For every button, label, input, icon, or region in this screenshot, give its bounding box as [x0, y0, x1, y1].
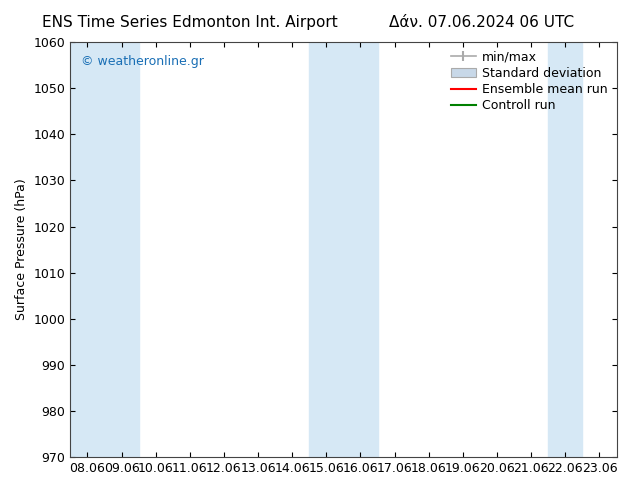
Bar [105, 42, 139, 457]
Y-axis label: Surface Pressure (hPa): Surface Pressure (hPa) [15, 179, 28, 320]
Bar [309, 42, 344, 457]
Bar [70, 42, 105, 457]
Text: ENS Time Series Edmonton Int. Airport: ENS Time Series Edmonton Int. Airport [42, 15, 338, 30]
Legend: min/max, Standard deviation, Ensemble mean run, Controll run: min/max, Standard deviation, Ensemble me… [446, 46, 613, 117]
Text: Δάν. 07.06.2024 06 UTC: Δάν. 07.06.2024 06 UTC [389, 15, 574, 30]
Bar [344, 42, 378, 457]
Text: © weatheronline.gr: © weatheronline.gr [81, 54, 204, 68]
Bar [548, 42, 583, 457]
